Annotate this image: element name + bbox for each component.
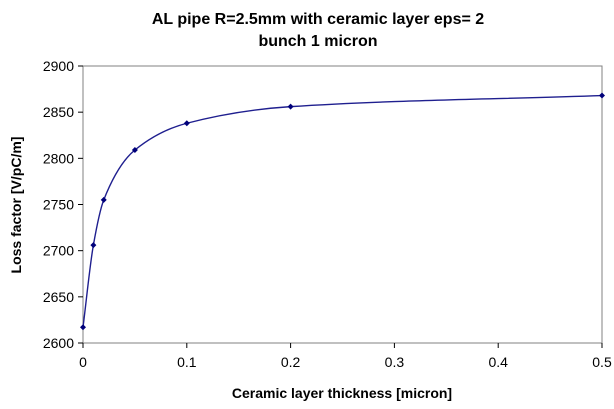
y-axis-ticks: 2600 2650 2700 2750 2800 2850 2900: [43, 58, 83, 351]
y-tick-label: 2650: [43, 289, 74, 305]
data-point-marker: [90, 242, 97, 249]
x-tick-label: 0.1: [177, 354, 197, 370]
x-axis-label: Ceramic layer thickness [micron]: [232, 385, 452, 401]
x-tick-label: 0.3: [385, 354, 405, 370]
y-tick-label: 2800: [43, 150, 74, 166]
data-point-marker: [80, 324, 86, 331]
y-tick-label: 2900: [43, 58, 74, 74]
x-tick-label: 0.2: [281, 354, 301, 370]
data-point-marker: [131, 147, 138, 154]
chart-title: AL pipe R=2.5mm with ceramic layer eps= …: [152, 11, 484, 28]
chart-subtitle: bunch 1 micron: [258, 33, 377, 50]
y-tick-label: 2850: [43, 104, 74, 120]
data-point-marker: [183, 120, 190, 127]
series-points: [80, 92, 605, 331]
x-axis-ticks: 0 0.1 0.2 0.3 0.4 0.5: [79, 343, 612, 370]
data-point-marker: [100, 196, 107, 203]
y-tick-label: 2750: [43, 197, 74, 213]
x-tick-label: 0.4: [488, 354, 508, 370]
data-point-marker: [287, 103, 294, 110]
plot-area: [82, 65, 603, 344]
x-tick-label: 0.5: [592, 354, 612, 370]
y-tick-label: 2600: [43, 335, 74, 351]
data-point-marker: [599, 92, 605, 99]
x-tick-label: 0: [79, 354, 87, 370]
y-axis-label: Loss factor [V/pC/m]: [8, 137, 24, 274]
y-tick-label: 2700: [43, 243, 74, 259]
